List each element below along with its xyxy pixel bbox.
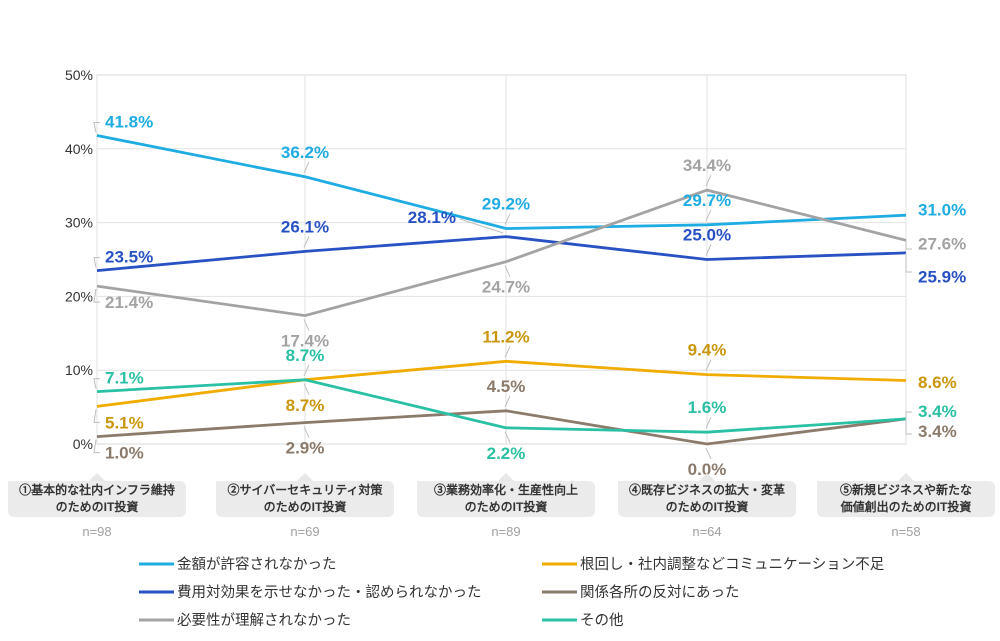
svg-text:25.0%: 25.0%: [683, 226, 731, 245]
svg-text:25.9%: 25.9%: [918, 268, 966, 287]
svg-text:9.4%: 9.4%: [688, 341, 727, 360]
svg-text:3.4%: 3.4%: [918, 402, 957, 421]
svg-text:36.2%: 36.2%: [281, 143, 329, 162]
svg-text:26.1%: 26.1%: [281, 217, 329, 236]
svg-text:0%: 0%: [73, 436, 93, 452]
svg-text:41.8%: 41.8%: [105, 113, 153, 132]
svg-text:24.7%: 24.7%: [482, 278, 530, 297]
svg-text:34.4%: 34.4%: [683, 156, 731, 175]
svg-text:8.6%: 8.6%: [918, 373, 957, 392]
svg-text:2.9%: 2.9%: [286, 439, 325, 458]
svg-text:1.0%: 1.0%: [105, 444, 144, 463]
svg-text:3.4%: 3.4%: [918, 422, 957, 441]
svg-text:50%: 50%: [65, 67, 93, 83]
svg-text:40%: 40%: [65, 141, 93, 157]
svg-text:29.2%: 29.2%: [482, 195, 530, 214]
svg-text:27.6%: 27.6%: [918, 235, 966, 254]
svg-text:29.7%: 29.7%: [683, 191, 731, 210]
svg-text:8.7%: 8.7%: [286, 396, 325, 415]
svg-text:4.5%: 4.5%: [487, 377, 526, 396]
svg-text:5.1%: 5.1%: [105, 413, 144, 432]
svg-text:7.1%: 7.1%: [105, 369, 144, 388]
svg-text:11.2%: 11.2%: [482, 327, 529, 346]
svg-text:2.2%: 2.2%: [487, 444, 526, 463]
svg-text:30%: 30%: [65, 215, 93, 231]
svg-text:10%: 10%: [65, 362, 93, 378]
svg-text:23.5%: 23.5%: [105, 248, 153, 267]
svg-text:21.4%: 21.4%: [105, 293, 153, 312]
svg-text:31.0%: 31.0%: [918, 201, 966, 220]
svg-text:28.1%: 28.1%: [408, 208, 456, 227]
svg-text:8.7%: 8.7%: [286, 346, 325, 365]
svg-text:20%: 20%: [65, 288, 93, 304]
svg-text:1.6%: 1.6%: [688, 398, 727, 417]
